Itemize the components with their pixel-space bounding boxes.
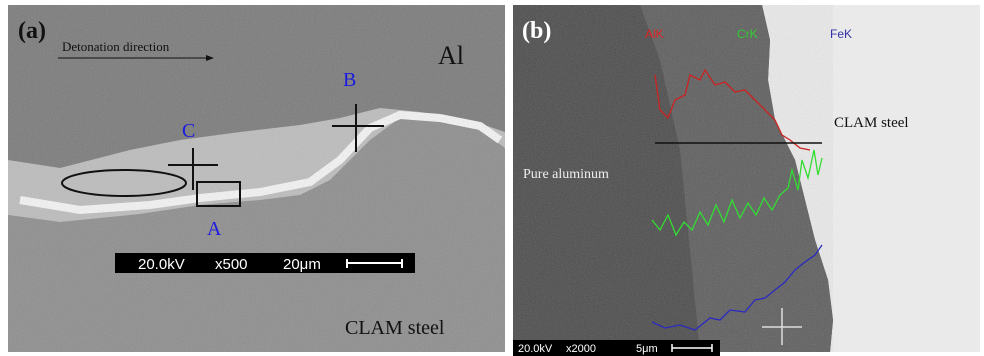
phase-label: Pure aluminum (523, 167, 609, 182)
scale-text: 20μm (283, 256, 321, 273)
panel-b: (b) AlK CrK FeK CLAM steel Pure aluminum… (513, 5, 980, 356)
figure: (a) Detonation direction Al B C A 20.0kV… (0, 0, 984, 356)
arrow-label: Detonation direction (62, 39, 170, 54)
point-label: B (343, 69, 356, 91)
phase-label: CLAM steel (345, 317, 445, 339)
point-label: A (207, 218, 222, 240)
point-label: C (182, 120, 195, 142)
phase-label: Al (438, 41, 464, 70)
panel-label: (b) (522, 18, 551, 44)
scale-text: 5μm (636, 343, 658, 355)
scale-text: 20.0kV (138, 256, 185, 273)
scale-text: x2000 (566, 343, 596, 355)
scale-text: x500 (215, 256, 248, 273)
element-label: FeK (830, 27, 852, 41)
panel-a: (a) Detonation direction Al B C A 20.0kV… (8, 5, 505, 352)
panel-label: (a) (18, 18, 46, 44)
element-label: CrK (737, 27, 758, 41)
scale-text: 20.0kV (518, 343, 553, 355)
element-label: AlK (645, 27, 664, 41)
phase-label: CLAM steel (834, 115, 909, 131)
texture (8, 5, 505, 352)
